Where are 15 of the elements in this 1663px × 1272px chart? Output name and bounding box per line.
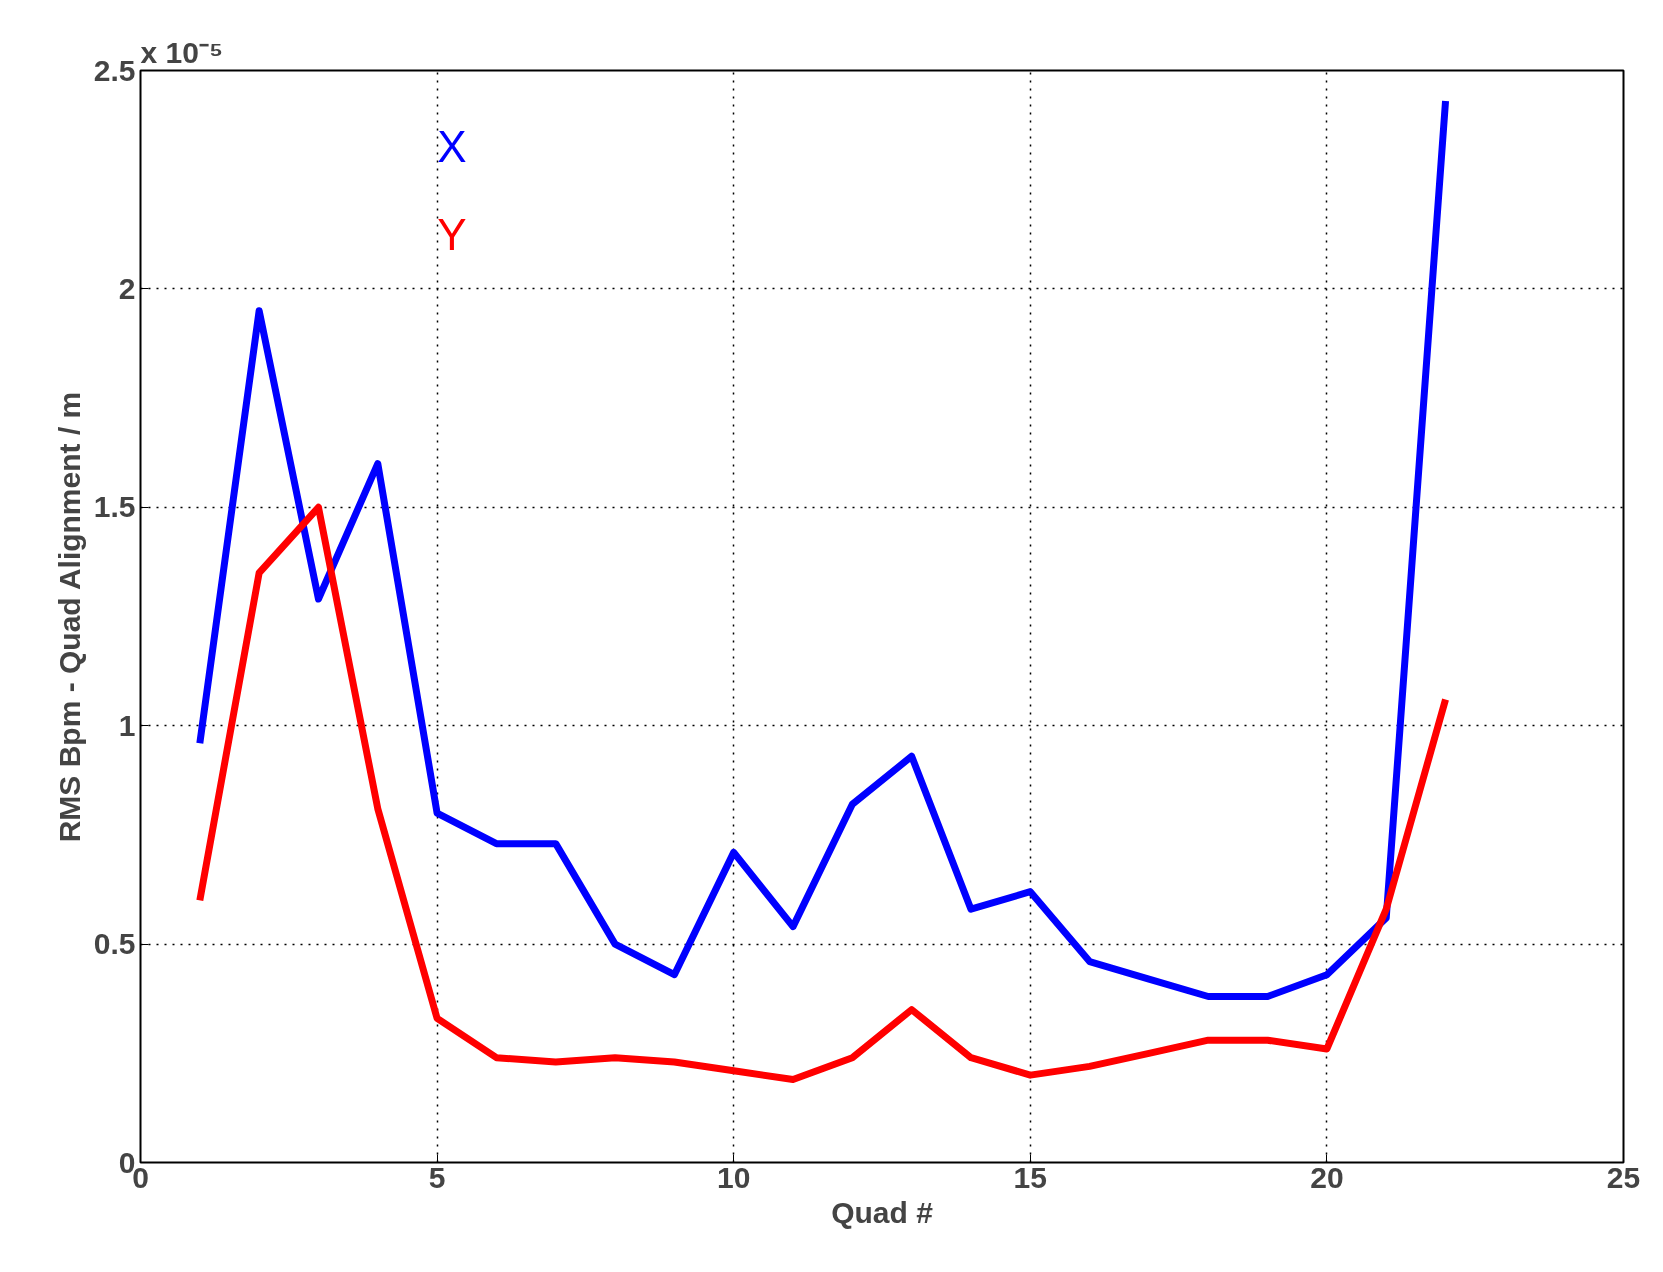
text: x 10⁻⁵ [140, 35, 223, 69]
text: Y [437, 209, 467, 259]
y-axis-title: RMS Bpm - Quad Alignment / m [52, 391, 86, 843]
x-tick-label: 5 [428, 1160, 446, 1194]
x-tick-label: 20 [1310, 1160, 1344, 1194]
x-tick-label: 10 [717, 1160, 751, 1194]
x-tick-label: 25 [1606, 1160, 1641, 1194]
y-tick-label: 2 [118, 271, 136, 305]
y-tick-label: 1.5 [93, 490, 136, 524]
x-tick-label: 15 [1013, 1160, 1047, 1194]
y-tick-label: 2.5 [93, 53, 136, 87]
x-axis-title: Quad # [831, 1195, 934, 1229]
y-tick-label: 1 [118, 708, 136, 742]
text: X [437, 122, 467, 172]
y-tick-label: 0.5 [93, 927, 136, 961]
